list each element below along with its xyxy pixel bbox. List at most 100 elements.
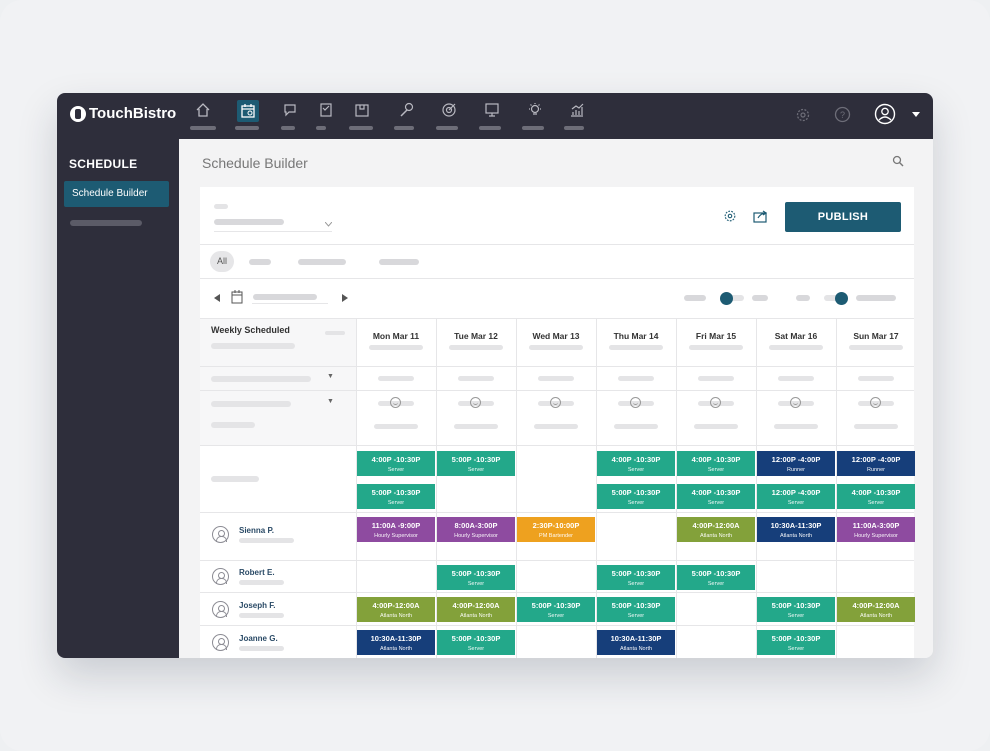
shift-block[interactable]: 5:00P -10:30P Server [597,597,675,622]
shift-role: Runner [866,467,886,473]
open-shifts-label [211,476,259,482]
prev-week-arrow-icon[interactable] [214,294,220,302]
shift-time: 4:00P -10:30P [691,488,741,497]
shift-block[interactable]: 5:00P -10:30P Server [677,565,755,590]
day-header[interactable]: Fri Mar 15 [695,331,737,341]
settings-icon[interactable] [795,107,811,123]
shift-role: Server [547,613,565,619]
shift-role: Server [867,500,885,506]
sidebar: SCHEDULE Schedule Builder [57,139,179,658]
shift-role: PM Bartender [539,533,573,539]
shift-block[interactable]: 5:00P -10:30P Server [517,597,595,622]
shift-block[interactable]: 10:30A-11:30P Atlanta North [357,630,435,655]
sidebar-item-placeholder[interactable] [70,220,142,226]
chevron-down-icon[interactable]: ▼ [327,398,334,405]
day-header[interactable]: Thu Mar 14 [613,331,659,341]
shift-block[interactable]: 2:30P-10:00P PM Bartender [517,517,595,542]
home-icon [196,103,210,117]
day-header[interactable]: Wed Mar 13 [532,331,580,341]
svg-text:?: ? [840,110,845,120]
export-icon[interactable] [753,210,768,223]
shift-block[interactable]: 5:00P -10:30P Server [597,565,675,590]
shift-block[interactable]: 5:00P -10:30P Server [757,597,835,622]
nav-home[interactable] [190,102,216,132]
shift-block[interactable]: 11:00A-3:00P Hourly Supervisor [837,517,915,542]
filter-tab-placeholder[interactable] [379,259,419,265]
status-icon [870,397,881,408]
filter-row-select[interactable] [211,401,291,407]
filter-tab-placeholder[interactable] [298,259,346,265]
shift-block[interactable]: 4:00P -10:30P Server [597,451,675,476]
shift-block[interactable]: 4:00P-12:00A Atlanta North [837,597,915,622]
shift-role: Server [707,581,725,587]
clipboard-icon [320,103,332,117]
shift-block[interactable]: 4:00P-12:00A Atlanta North [357,597,435,622]
shift-block[interactable]: 10:30A-11:30P Atlanta North [757,517,835,542]
chevron-down-icon[interactable] [325,222,332,227]
filter-row-select[interactable] [211,376,311,382]
shift-role: Atlanta North [699,533,733,539]
publish-button[interactable]: PUBLISH [785,202,901,232]
nav-pos[interactable] [479,102,505,132]
search-icon[interactable] [892,155,904,167]
nav-clipboard[interactable] [313,102,339,132]
shift-block[interactable]: 5:00P -10:30P Server [437,630,515,655]
filter-tab-placeholder[interactable] [249,259,271,265]
shift-block[interactable]: 4:00P -10:30P Server [677,451,755,476]
nav-goals[interactable] [436,102,462,132]
day-header[interactable]: Mon Mar 11 [372,331,420,341]
day-header[interactable]: Sun Mar 17 [853,331,899,341]
shift-role: Server [467,581,485,587]
schedule-settings-icon[interactable] [723,209,737,223]
shift-role: Server [627,581,645,587]
shift-block[interactable]: 4:00P-12:00A Atlanta North [677,517,755,542]
location-label-placeholder [214,204,228,209]
shift-block[interactable]: 12:00P -4:00P Runner [757,451,835,476]
nav-insights[interactable] [522,102,548,132]
status-icon [710,397,721,408]
avatar [212,601,229,618]
shift-block[interactable]: 5:00P -10:30P Server [357,484,435,509]
shift-block[interactable]: 5:00P -10:30P Server [597,484,675,509]
shift-block[interactable]: 8:00A-3:00P Hourly Supervisor [437,517,515,542]
toggle-label-placeholder [856,295,896,301]
week-range-placeholder[interactable] [253,294,317,300]
shift-block[interactable]: 4:00P-12:00A Atlanta North [437,597,515,622]
nav-schedule[interactable] [235,100,261,132]
day-header[interactable]: Sat Mar 16 [774,331,818,341]
shift-time: 11:00A-3:00P [852,521,900,530]
shift-block[interactable]: 4:00P -10:30P Server [357,451,435,476]
toggle-label-placeholder [752,295,768,301]
shift-block[interactable]: 5:00P -10:30P Server [437,451,515,476]
shift-block[interactable]: 4:00P -10:30P Server [677,484,755,509]
shift-block[interactable]: 12:00P -4:00P Server [757,484,835,509]
user-icon[interactable] [874,103,896,125]
filter-all-tab[interactable]: All [210,251,234,272]
chevron-down-icon[interactable]: ▼ [327,373,334,380]
nav-chat[interactable] [278,102,304,132]
avatar [212,526,229,543]
day-header[interactable]: Tue Mar 12 [454,331,498,341]
shift-time: 5:00P -10:30P [611,601,661,610]
nav-marketing[interactable] [394,102,420,132]
toggle-knob[interactable] [835,292,848,305]
nav-inventory[interactable] [349,102,375,132]
location-select[interactable] [214,219,284,225]
caret-down-icon[interactable] [912,112,920,118]
next-week-arrow-icon[interactable] [342,294,348,302]
schedule-icon [241,104,255,118]
toggle-knob[interactable] [720,292,733,305]
shift-block[interactable]: 5:00P -10:30P Server [437,565,515,590]
help-icon[interactable]: ? [834,106,851,123]
shift-role: Hourly Supervisor [854,533,898,539]
sidebar-item-schedule-builder[interactable]: Schedule Builder [64,181,169,207]
shift-block[interactable]: 11:00A -9:00P Hourly Supervisor [357,517,435,542]
shift-block[interactable]: 10:30A-11:30P Atlanta North [597,630,675,655]
calendar-icon[interactable] [231,290,243,304]
shift-block[interactable]: 4:00P -10:30P Server [837,484,915,509]
brand-logo[interactable]: TouchBistro [70,105,176,122]
shift-time: 4:00P -10:30P [851,488,901,497]
shift-block[interactable]: 5:00P -10:30P Server [757,630,835,655]
nav-reports[interactable] [564,102,590,132]
shift-block[interactable]: 12:00P -4:00P Runner [837,451,915,476]
